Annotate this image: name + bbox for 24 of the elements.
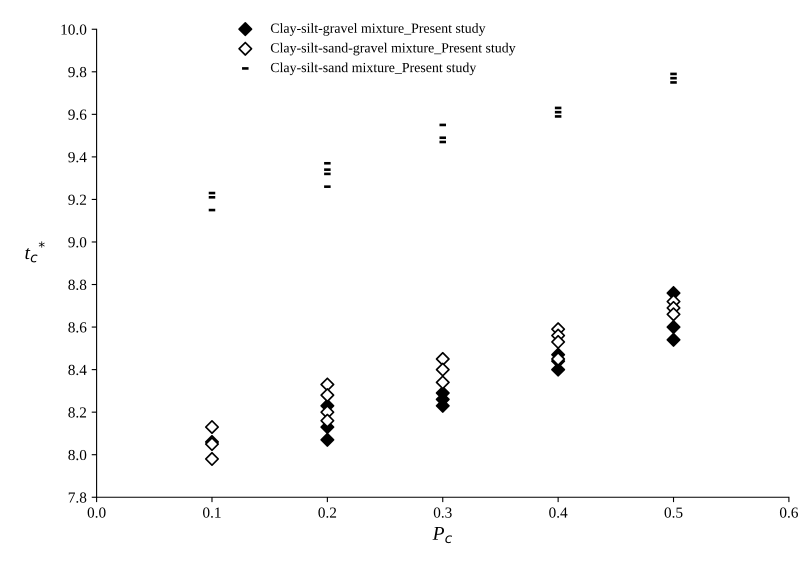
x-tick-label: 0.2 (318, 507, 336, 518)
legend-label: Clay-silt-sand mixture_Present study (270, 62, 476, 76)
y-tick-label: 9.6 (68, 110, 86, 120)
x-tick-label: 0.4 (549, 507, 568, 518)
y-tick-label: 9.8 (68, 66, 86, 78)
y-tick-label: 8.4 (68, 364, 87, 376)
x-tick-label: 0.1 (203, 507, 221, 518)
y-tick-label: 8.0 (68, 450, 86, 460)
y-tick-label: 8.6 (68, 322, 86, 333)
y-tick-label: 8.8 (68, 280, 86, 290)
y-tick-label: 10.0 (61, 24, 86, 35)
legend-label: Clay-silt-gravel mixture_Present study (270, 23, 486, 36)
x-axis-title: P$_{c}$ (432, 527, 452, 544)
x-tick-label: 0.0 (88, 507, 106, 518)
y-tick-label: 9.2 (68, 194, 86, 205)
x-tick-label: 0.6 (780, 507, 798, 518)
legend-label: Clay-silt-sand-gravel mixture_Present study (270, 42, 516, 56)
x-tick-label: 0.5 (664, 507, 682, 518)
y-tick-label: 7.8 (68, 492, 86, 503)
y-axis-title: t$_{c}$$^{*}$ (25, 241, 45, 262)
y-tick-label: 8.2 (68, 407, 86, 418)
y-tick-label: 9.0 (68, 237, 86, 248)
y-tick-label: 9.4 (68, 152, 87, 162)
x-tick-label: 0.3 (434, 507, 452, 518)
